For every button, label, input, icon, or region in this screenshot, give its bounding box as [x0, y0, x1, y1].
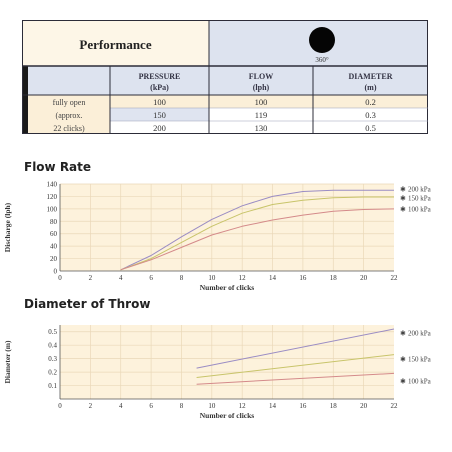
table-cell: 200: [153, 123, 166, 133]
y-tick-label: 0: [54, 268, 58, 276]
legend-marker: ✱: [400, 195, 406, 203]
x-tick-label: 18: [330, 402, 338, 410]
column-header-unit: (m): [365, 83, 377, 92]
x-tick-label: 8: [180, 402, 184, 410]
legend-entry: 150 kPa: [408, 195, 432, 203]
x-tick-label: 0: [58, 274, 62, 282]
legend-entry: 100 kPa: [408, 206, 432, 214]
x-tick-label: 10: [208, 402, 216, 410]
column-header-unit: (lph): [253, 83, 270, 92]
legend-marker: ✱: [400, 186, 406, 194]
y-axis-label: Discharge (lph): [3, 202, 12, 252]
x-tick-label: 14: [269, 402, 277, 410]
column-header: PRESSURE: [139, 72, 181, 81]
x-tick-label: 2: [89, 274, 93, 282]
x-tick-label: 16: [299, 274, 307, 282]
legend-entry: 200 kPa: [408, 186, 432, 194]
spray-pattern-icon: [309, 27, 335, 53]
table-cell: 0.3: [365, 110, 376, 120]
legend-entry: 100 kPa: [408, 378, 432, 386]
y-tick-label: 20: [50, 255, 58, 263]
y-tick-label: 60: [50, 230, 58, 238]
x-axis-label: Number of clicks: [200, 283, 255, 292]
table-row-label-cell: [22, 95, 110, 134]
table-cell: 100: [153, 97, 166, 107]
y-axis-label: Diameter (m): [3, 340, 12, 383]
x-tick-label: 4: [119, 402, 123, 410]
series-line: [120, 189, 394, 271]
x-tick-label: 14: [269, 274, 277, 282]
y-tick-label: 0.4: [48, 342, 57, 350]
table-row-1: [22, 95, 428, 108]
x-tick-label: 6: [149, 402, 153, 410]
series-line: [196, 328, 395, 369]
x-tick-label: 12: [239, 274, 247, 282]
y-tick-label: 0.2: [48, 369, 57, 377]
legend-marker: ✱: [400, 330, 406, 338]
x-tick-label: 20: [360, 274, 368, 282]
x-tick-label: 6: [149, 274, 153, 282]
x-tick-label: 22: [391, 402, 399, 410]
y-tick-label: 80: [50, 218, 58, 226]
table-side-bar: [22, 66, 28, 134]
x-tick-label: 8: [180, 274, 184, 282]
series-line: [196, 354, 395, 378]
table-cell: 119: [255, 110, 267, 120]
diameter-of-throw-title: Diameter of Throw: [24, 297, 151, 311]
row-label: (approx.: [56, 111, 83, 120]
x-tick-label: 18: [330, 274, 338, 282]
diameter-of-throw-chart: 0 2 4 6 8 10 12 14 16 18 20 22 0.1 0.2 0.3 0.4 0.5 Number…: [3, 325, 432, 420]
flow-rate-chart: 0 2 4 6 8 10 12 14 16 18 20 22 0 20 40 60 80 100 120 140 Num…: [3, 181, 432, 293]
table-cell: 130: [255, 123, 268, 133]
x-tick-label: 2: [89, 402, 93, 410]
performance-table: Performance 360° PRESSURE (kPa) FLOW (lph) DIA…: [22, 20, 428, 134]
y-tick-label: 140: [47, 181, 58, 189]
plot-area: [60, 184, 394, 271]
y-tick-label: 120: [47, 193, 58, 201]
x-tick-label: 4: [119, 274, 123, 282]
row-label: 22 clicks): [53, 124, 85, 133]
y-tick-label: 0.1: [48, 382, 57, 390]
column-header-unit: (kPa): [150, 83, 169, 92]
legend-entry: 150 kPa: [408, 356, 432, 364]
series-line: [196, 372, 395, 385]
legend-entry: 200 kPa: [408, 330, 432, 338]
x-tick-label: 16: [299, 402, 307, 410]
table-row-3: [22, 121, 428, 134]
series-line: [120, 208, 395, 271]
column-header: DIAMETER: [348, 72, 392, 81]
row-label: fully open: [53, 98, 86, 107]
flow-rate-title: Flow Rate: [24, 160, 92, 174]
table-border: [22, 20, 428, 134]
y-tick-label: 0.3: [48, 355, 57, 363]
table-cell: 100: [255, 97, 268, 107]
table-cell: 150: [153, 110, 166, 120]
y-tick-label: 0.5: [48, 328, 57, 336]
table-cell: 0.2: [365, 97, 376, 107]
spray-angle-label: 360°: [315, 56, 329, 64]
series-line: [120, 196, 394, 271]
table-cell: 0.5: [365, 123, 376, 133]
x-axis-label: Number of clicks: [200, 411, 255, 420]
x-tick-label: 22: [391, 274, 399, 282]
x-tick-label: 0: [58, 402, 62, 410]
table-header-row: [22, 66, 428, 95]
table-title-cell: [22, 20, 209, 66]
table-title: Performance: [79, 37, 151, 52]
legend-marker: ✱: [400, 356, 406, 364]
x-tick-label: 12: [239, 402, 247, 410]
legend-marker: ✱: [400, 378, 406, 386]
y-tick-label: 40: [50, 243, 58, 251]
legend-marker: ✱: [400, 206, 406, 214]
table-cell-blue: [110, 108, 209, 121]
y-tick-label: 100: [47, 205, 58, 213]
column-header: FLOW: [249, 72, 273, 81]
x-tick-label: 10: [208, 274, 216, 282]
x-tick-label: 20: [360, 402, 368, 410]
